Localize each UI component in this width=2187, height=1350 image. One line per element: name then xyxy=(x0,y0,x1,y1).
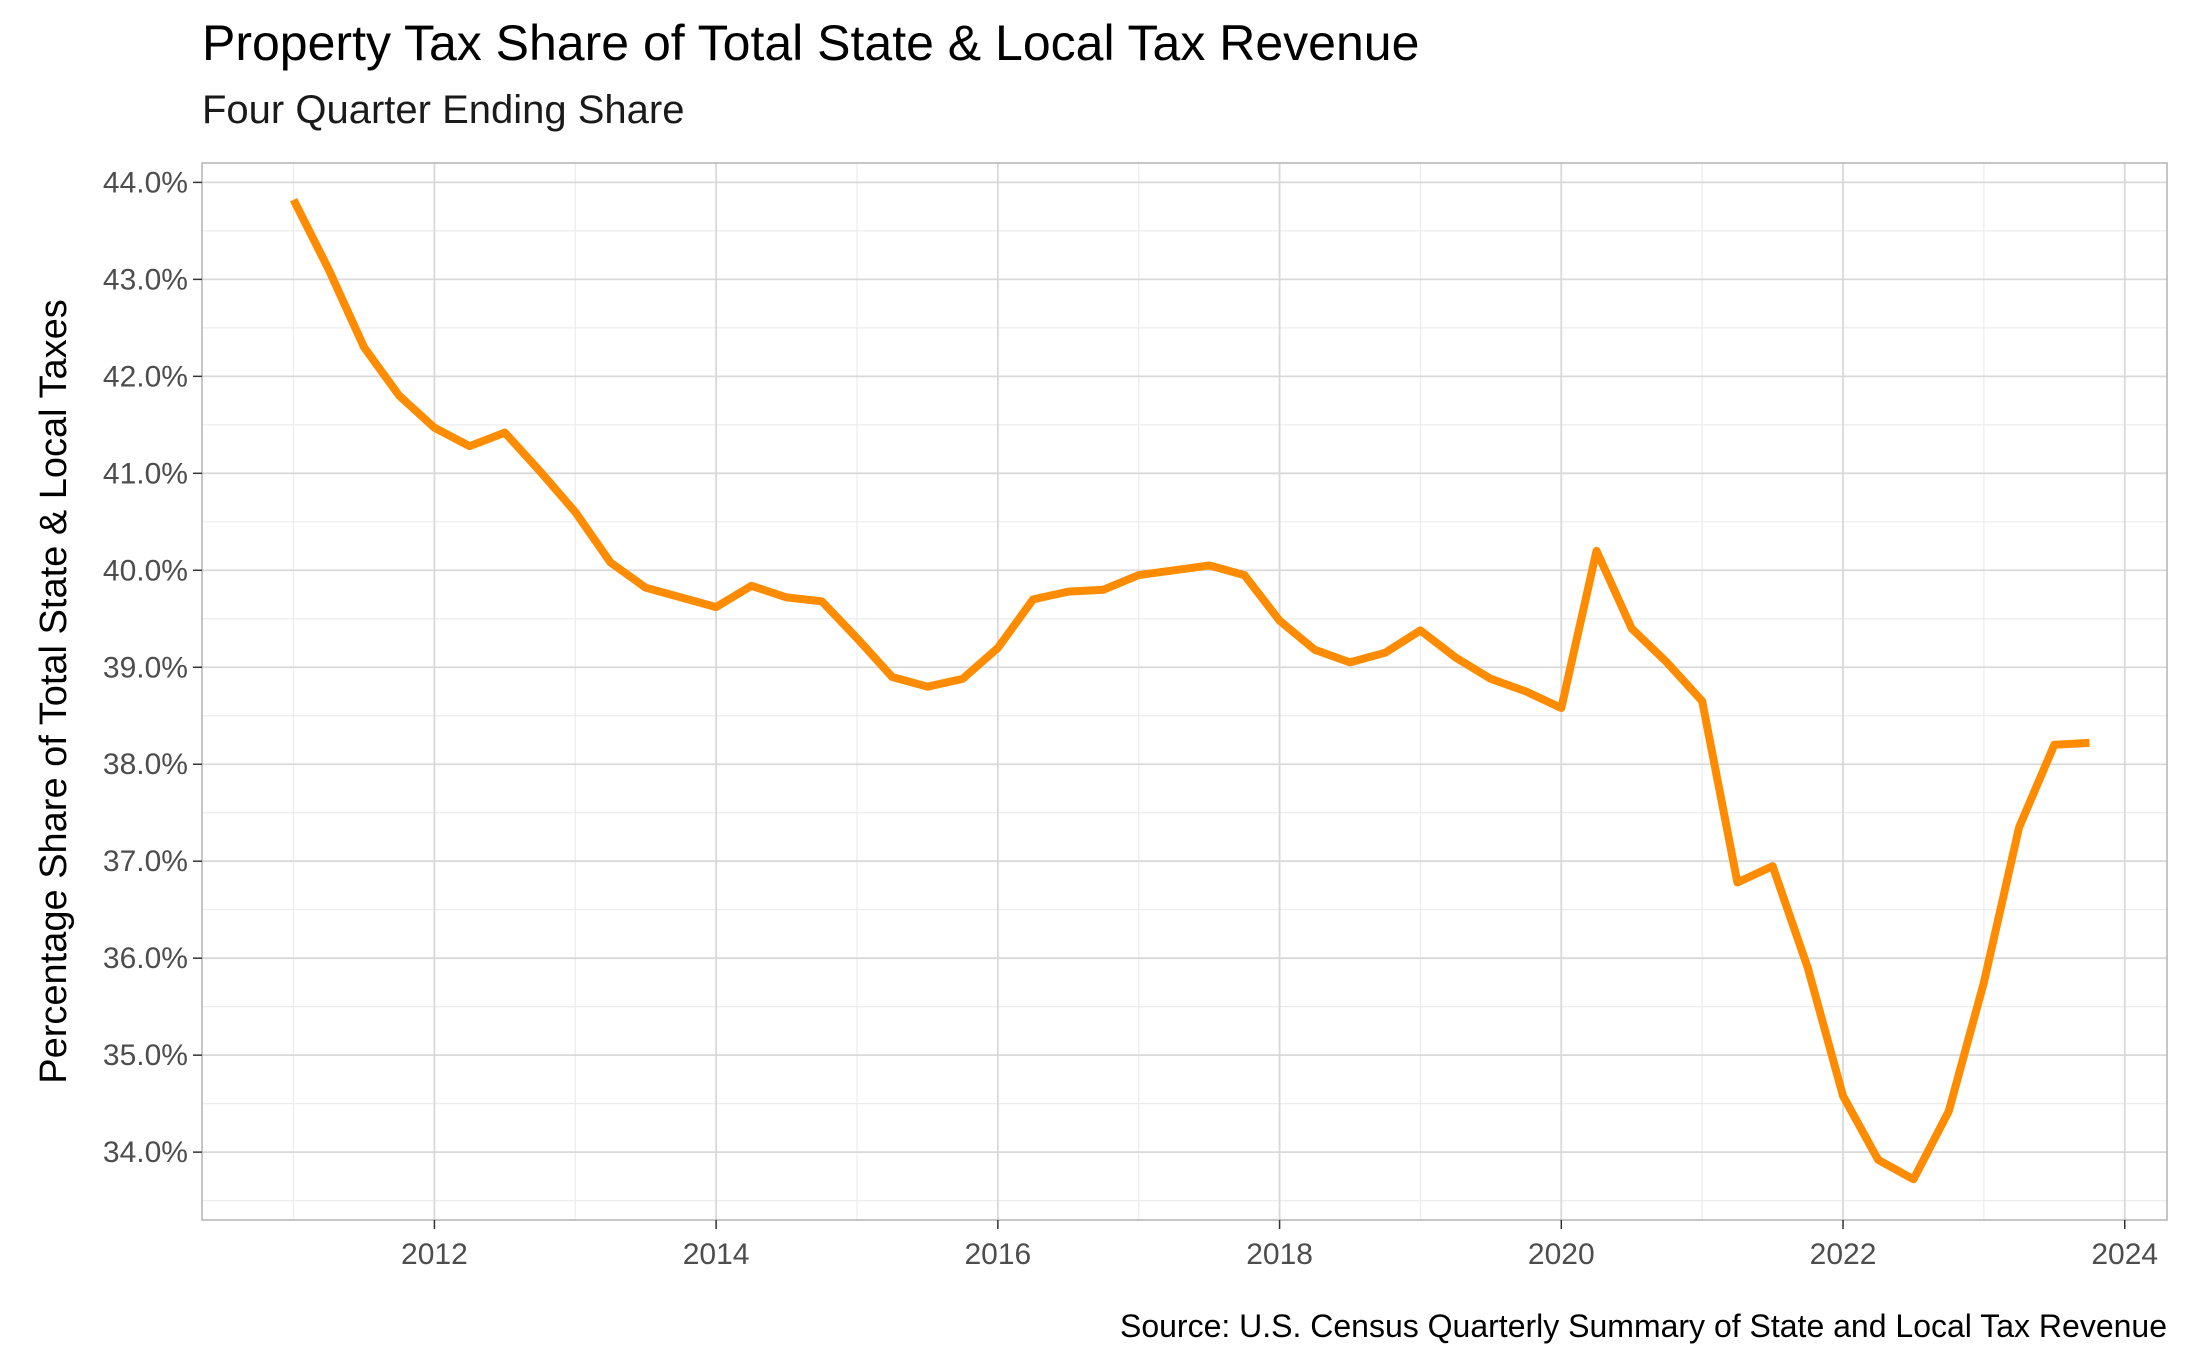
x-axis: 2012 2014 2016 2018 2020 2022 2024 xyxy=(401,1220,2158,1271)
chart-subtitle: Four Quarter Ending Share xyxy=(202,88,685,132)
x-tick-label: 2018 xyxy=(1246,1238,1313,1271)
grid xyxy=(202,163,2167,1220)
x-tick-label: 2022 xyxy=(1810,1238,1877,1271)
x-tick-label: 2024 xyxy=(2091,1238,2158,1271)
panel-border xyxy=(201,162,2168,1221)
y-tick-label: 34.0% xyxy=(103,1136,188,1169)
y-tick-label: 44.0% xyxy=(103,166,188,199)
y-tick-label: 40.0% xyxy=(103,554,188,587)
chart-title: Property Tax Share of Total State & Loca… xyxy=(202,15,1420,71)
series-layer xyxy=(290,198,2090,1184)
y-tick-label: 42.0% xyxy=(103,360,188,393)
x-tick-label: 2016 xyxy=(964,1238,1031,1271)
series-line xyxy=(290,198,2090,1184)
y-axis-title: Percentage Share of Total State & Local … xyxy=(33,299,75,1083)
y-tick-label: 41.0% xyxy=(103,457,188,490)
x-tick-label: 2020 xyxy=(1528,1238,1595,1271)
y-axis: 34.0% 35.0% 36.0% 37.0% 38.0% 39.0% 40.0% 41.0%… xyxy=(103,166,202,1169)
y-tick-label: 38.0% xyxy=(103,748,188,781)
chart-caption: Source: U.S. Census Quarterly Summary of… xyxy=(1119,1308,2167,1344)
y-tick-label: 37.0% xyxy=(103,845,188,878)
line-chart: 2012 2014 2016 2018 2020 2022 2024 34.0%35.0%3… xyxy=(33,162,2168,1271)
y-tick-label: 43.0% xyxy=(103,263,188,296)
x-tick-label: 2012 xyxy=(401,1238,468,1271)
y-tick-label: 36.0% xyxy=(103,942,188,975)
y-tick-label: 39.0% xyxy=(103,651,188,684)
y-tick-label: 35.0% xyxy=(103,1039,188,1072)
x-tick-label: 2014 xyxy=(683,1238,750,1271)
